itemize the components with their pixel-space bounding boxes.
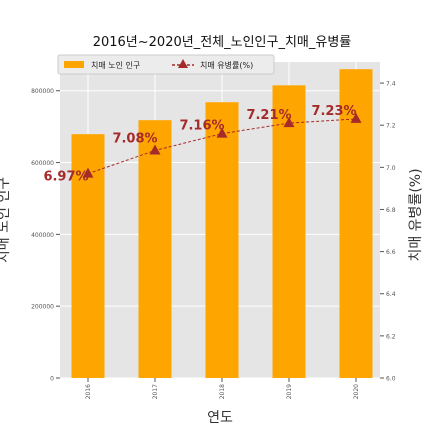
x-axis-ticks: 2016 2017 2018 2019 2020 (85, 378, 360, 399)
rate-marker-2020 (350, 112, 362, 123)
chart-title: 2016년~2020년_전체_노인인구_치매_유병률 (93, 35, 352, 50)
right-tick-label: 7.4 (386, 81, 396, 88)
legend-line-label: 치매 유병률(%) (200, 61, 253, 70)
rate-marker-2018 (216, 127, 228, 138)
x-tick-label: 2017 (152, 384, 159, 399)
x-tick-label: 2016 (85, 384, 92, 399)
rate-data-label: 7.08% (112, 131, 157, 146)
left-tick-label: 400000 (31, 232, 54, 239)
x-axis-label: 연도 (207, 410, 233, 426)
left-tick-label: 600000 (31, 160, 54, 167)
rate-data-label: 7.16% (179, 119, 224, 134)
rate-data-label: 7.23% (311, 104, 356, 119)
x-tick-label: 2019 (286, 384, 293, 399)
bar-2018 (205, 102, 239, 378)
left-tick-label: 800000 (31, 88, 54, 95)
rate-data-label: 6.97% (43, 170, 88, 185)
left-axis-ticks: 0 200000 400000 600000 800000 (31, 88, 60, 383)
legend: 치매 노인 인구 치매 유병률(%) (57, 54, 275, 75)
right-axis-label: 치매 유병률(%) (408, 168, 424, 261)
rate-marker-2017 (149, 144, 161, 155)
x-tick-label: 2018 (219, 384, 226, 399)
right-tick-label: 6.0 (386, 376, 396, 383)
left-tick-label: 200000 (31, 304, 54, 311)
left-axis-label: 치매 노인 인구 (0, 177, 12, 263)
right-tick-label: 6.8 (386, 207, 396, 214)
right-axis-ticks: 6.0 6.2 6.4 6.6 6.8 7.0 7.2 7.4 (380, 81, 396, 383)
bar-2017 (138, 120, 172, 378)
rate-marker-2016 (82, 167, 94, 178)
legend-triangle-marker (178, 59, 188, 68)
bar-2019 (272, 85, 306, 378)
right-tick-label: 6.2 (386, 333, 396, 340)
right-tick-label: 6.6 (386, 249, 396, 256)
legend-bar-swatch (64, 61, 84, 68)
rate-data-label: 7.21% (246, 108, 291, 123)
left-tick-label: 0 (50, 376, 54, 383)
right-tick-label: 7.2 (386, 123, 396, 130)
x-tick-label: 2020 (353, 384, 360, 399)
rate-line-path (87, 118, 357, 175)
rate-line: 6.97% 7.08% 7.16% 7.21% 7.23% (43, 104, 362, 185)
right-tick-label: 7.0 (386, 165, 396, 172)
legend-bar-label: 치매 노인 인구 (91, 60, 140, 70)
rate-marker-2019 (283, 117, 295, 128)
legend-frame (57, 54, 275, 75)
right-tick-label: 6.4 (386, 291, 396, 298)
